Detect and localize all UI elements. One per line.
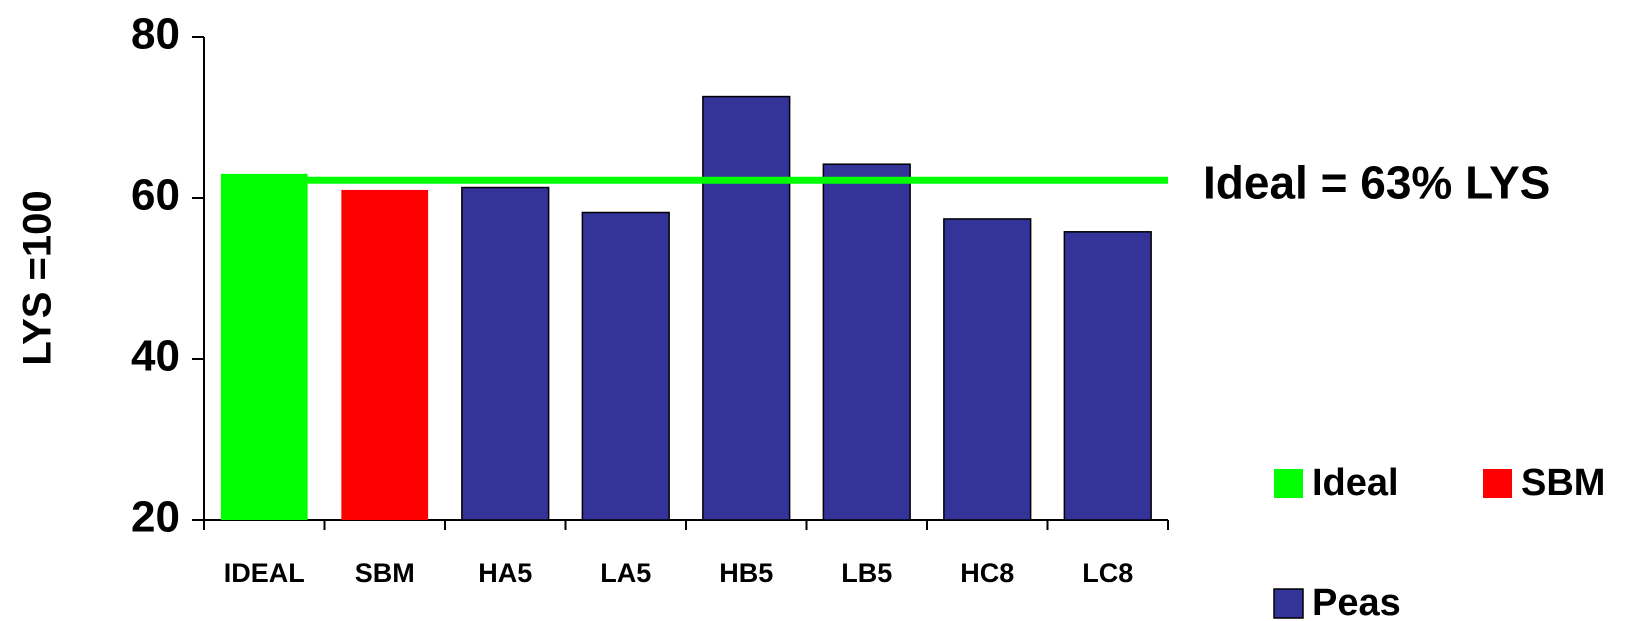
bar [341, 189, 429, 520]
x-tick-label: LA5 [600, 558, 651, 588]
x-tick-label: HC8 [960, 558, 1014, 588]
y-axis-label: LYS =100 [16, 190, 60, 365]
y-tick-label: 20 [131, 493, 180, 542]
x-tick-label: LC8 [1082, 558, 1133, 588]
legend-label: SBM [1521, 462, 1605, 504]
bar [220, 173, 308, 520]
y-tick-label: 40 [131, 332, 180, 381]
x-tick-label: HA5 [478, 558, 532, 588]
bar [461, 186, 550, 521]
legend-swatch [1483, 469, 1512, 498]
x-tick-label: LB5 [841, 558, 892, 588]
legend-label: Ideal [1312, 462, 1399, 504]
bar [702, 95, 791, 521]
x-tick-label: IDEAL [224, 558, 305, 588]
bar [943, 218, 1032, 521]
legend-swatch [1274, 469, 1303, 498]
bar [822, 163, 911, 521]
x-tick-label: HB5 [719, 558, 773, 588]
legend-swatch [1273, 588, 1304, 619]
legend-label: Peas [1312, 582, 1401, 621]
y-tick-label: 60 [131, 171, 180, 220]
y-tick-label: 80 [131, 10, 180, 59]
bar [1063, 231, 1152, 521]
x-tick-label: SBM [355, 558, 415, 588]
bar [581, 211, 670, 521]
annotation: Ideal = 63% LYS [1203, 156, 1550, 208]
